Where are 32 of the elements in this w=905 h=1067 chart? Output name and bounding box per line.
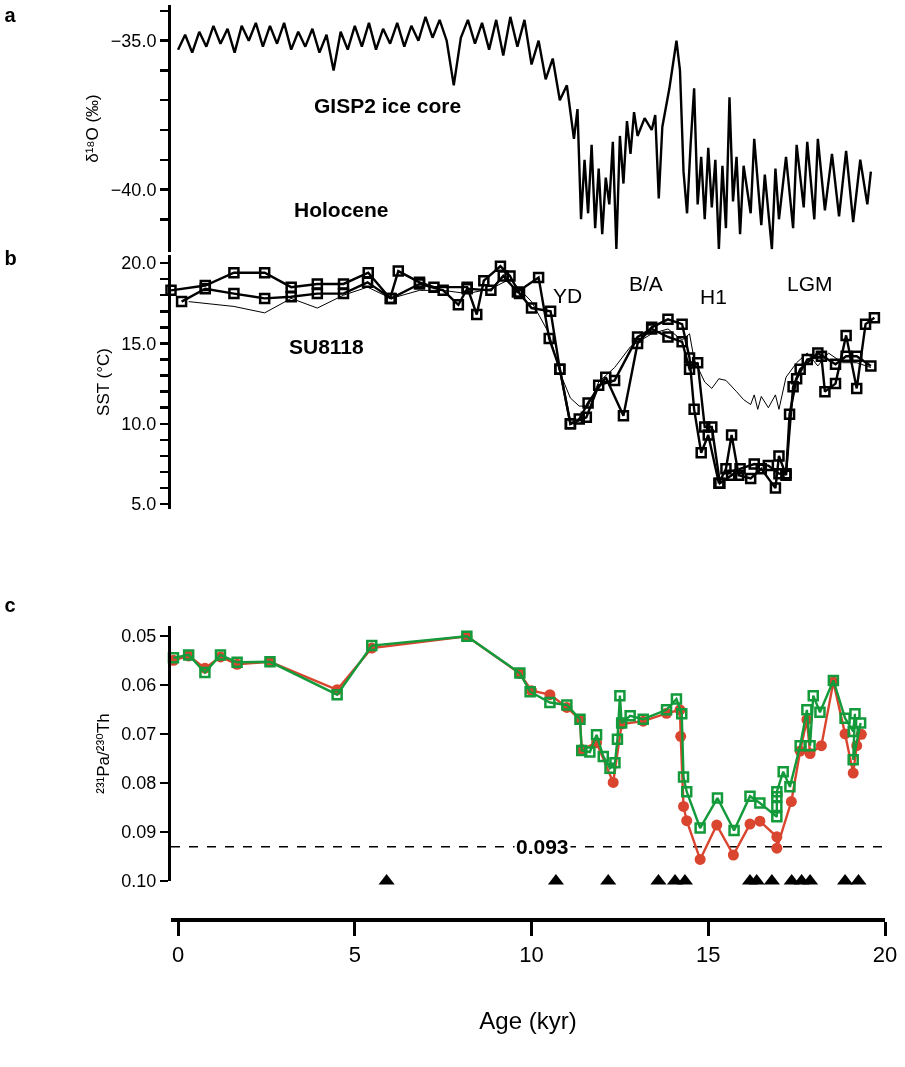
annotation: H1 [700,285,727,308]
y-tick-label: 10.0 [121,414,157,435]
text: b [4,247,17,269]
y-tick-label: 0.08 [121,773,157,794]
x-tick-label: 5 [348,942,361,968]
annotation: SU8118 [289,335,365,358]
y-tick-label: 15.0 [121,333,157,354]
text: c [4,594,16,616]
annotation: GISP2 ice core [314,94,462,117]
y-tick-label: −40.0 [110,179,157,200]
annotation: YD [553,284,583,307]
x-tick-label: 0 [171,942,185,968]
annotation: LGM [787,272,833,295]
y-tick-label: 0.09 [121,822,157,843]
x-tick-label: 20 [872,942,898,968]
y-axis-title: ²³¹Pa/²³⁰Th [93,713,113,794]
y-axis-title: SST (°C) [93,348,113,416]
annotation: Holocene [294,198,389,221]
y-axis-title: δ¹⁸O (‰) [83,94,103,163]
text: a [4,4,17,26]
y-tick-label: 5.0 [131,494,157,515]
y-tick-label: 0.07 [121,724,157,745]
y-tick-label: −35.0 [110,31,157,52]
y-tick-label: 0.10 [121,871,157,892]
y-tick-label: 20.0 [121,253,157,274]
x-tick-label: 15 [696,942,721,968]
x-tick-label: 10 [519,942,544,968]
y-tick-label: 0.06 [121,675,157,696]
ref-line-label: 0.093 [516,835,569,858]
x-axis-title: Age (kyr) [479,1007,577,1035]
annotation: B/A [629,272,663,295]
y-tick-label: 0.05 [121,626,157,647]
